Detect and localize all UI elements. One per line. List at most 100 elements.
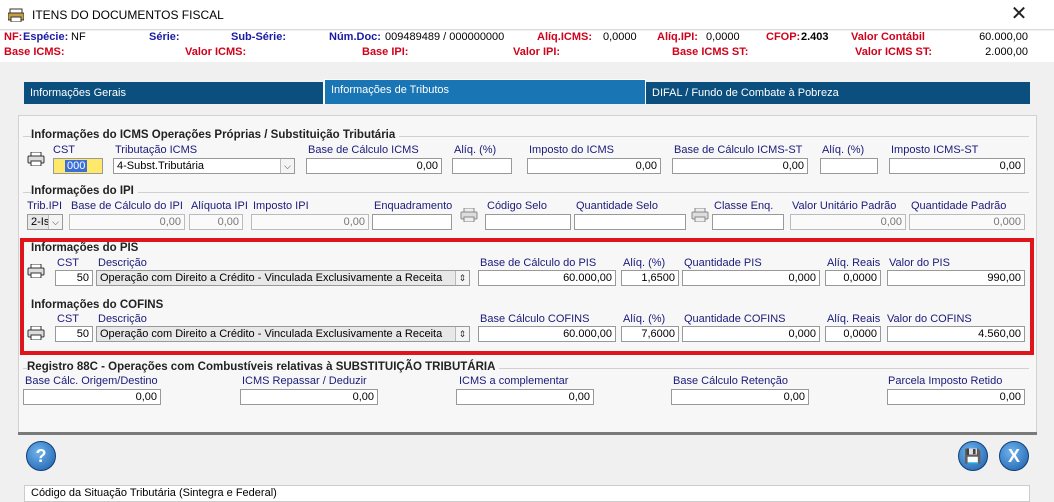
icms-base-st-field[interactable]: 0,00 [672,158,808,174]
tab-difal[interactable]: DIFAL / Fundo de Combate à Pobreza [652,87,839,99]
tab-informacoes-tributos[interactable]: Informações de Tributos [324,79,646,104]
ipi-group-title: Informações do IPI [31,185,138,197]
aliq-ipi-label: Alíq.IPI: [657,31,698,43]
cofins-aliqr-field[interactable]: 0,0000 [825,326,881,342]
aliq-icms-value: 0,0000 [603,31,637,43]
icms-group-title: Informações do ICMS Operações Próprias /… [31,129,400,141]
reg88-parcela-field[interactable]: 0,00 [887,389,1025,405]
pis-cst-field[interactable]: 50 [55,270,93,286]
numdoc-label: Núm.Doc: [329,31,381,43]
exit-button[interactable]: X [999,441,1029,471]
valor-contabil-value: 60.000,00 [979,31,1028,43]
ipi-base-label: Base de Cálculo do IPI [71,200,183,212]
reg88-base-ret-field[interactable]: 0,00 [671,389,809,405]
icms-trib-select[interactable]: 4-Subst.Tributária ⌵ [113,158,295,174]
save-icon: 💾 [964,448,982,464]
ipi-imposto-field[interactable]: 0,00 [251,214,369,230]
cofins-qtd-field[interactable]: 0,000 [682,326,820,342]
icms-cst-label: CST [53,144,75,156]
cofins-aliq-field[interactable]: 7,6000 [621,326,679,342]
numdoc-value: 009489489 / 000000000 [385,31,505,43]
ipi-qtdselo-label: Quantidade Selo [576,200,658,212]
header-row-2: Base ICMS: Valor ICMS: Base IPI: Valor I… [0,46,1054,62]
printer-icon[interactable] [27,326,45,340]
base-icms-label: Base ICMS: [4,46,65,58]
chevron-down-icon: ⌵ [48,215,62,229]
valor-icms-label: Valor ICMS: [185,46,247,58]
pis-aliqr-label: Alíq. Reais [827,257,881,269]
cofins-cst-label: CST [57,313,79,325]
cofins-qtd-label: Quantidade COFINS [684,313,786,325]
base-icms-st-label: Base ICMS ST: [672,46,749,58]
printer-icon[interactable] [460,208,478,222]
pis-valor-field[interactable]: 990,00 [887,270,1025,286]
icms-cst-field[interactable]: 000 [53,158,103,174]
pis-base-field[interactable]: 60.000,00 [478,270,616,286]
ipi-base-field[interactable]: 0,00 [69,214,185,230]
icms-base-field[interactable]: 0,00 [306,158,442,174]
icms-aliq-st-field[interactable] [820,158,878,174]
printer-icon[interactable] [691,208,709,222]
cofins-base-label: Base Cálculo COFINS [480,313,590,325]
reg88-base-orig-label: Base Cálc. Origem/Destino [25,375,158,387]
ipi-classe-label: Classe Enq. [714,200,774,212]
icms-imposto-st-field[interactable]: 0,00 [889,158,1025,174]
reg88-base-orig-field[interactable]: 0,00 [23,389,161,405]
highlight-box [20,238,1034,355]
ipi-trib-label: Trib.IPI [27,200,63,212]
icms-aliq-field[interactable] [452,158,512,174]
icms-group [23,136,1029,176]
ipi-aliq-field[interactable]: 0,00 [189,214,243,230]
subserie-label: Sub-Série: [231,31,287,43]
valor-icms-st-value: 2.000,00 [985,46,1028,58]
ipi-codselo-field[interactable] [485,214,571,230]
ipi-qtdselo-field[interactable] [574,214,686,230]
reg88-icms-rep-field[interactable]: 0,00 [240,389,378,405]
ipi-enq-field[interactable] [372,214,452,230]
icms-base-st-label: Base de Cálculo ICMS-ST [674,144,803,156]
pis-desc-select[interactable]: Operação com Direito a Crédito - Vincula… [96,270,470,286]
pis-qtd-field[interactable]: 0,000 [682,270,820,286]
cofins-valor-field[interactable]: 4.560,00 [887,326,1025,342]
pis-valor-label: Valor do PIS [889,257,950,269]
icms-base-label: Base de Cálculo ICMS [308,144,419,156]
ipi-qtdpad-field[interactable]: 0,000 [909,214,1025,230]
pis-qtd-label: Quantidade PIS [684,257,762,269]
nf-label: NF: [4,31,23,43]
printer-icon[interactable] [27,152,45,166]
reg88-group-title: Registro 88C - Operações com Combustívei… [27,361,500,373]
close-icon[interactable]: ✕ [1010,3,1028,25]
cofins-aliqr-label: Alíq. Reais [827,313,881,325]
cofins-base-field[interactable]: 60.000,00 [478,326,616,342]
cofins-cst-field[interactable]: 50 [55,326,93,342]
valor-ipi-label: Valor IPI: [513,46,561,58]
reg88-icms-comp-field[interactable]: 0,00 [456,389,594,405]
ipi-vunit-field[interactable]: 0,00 [790,214,906,230]
cfop-value: 2.403 [801,31,829,43]
pis-aliqr-field[interactable]: 0,0000 [825,270,881,286]
updown-icon: ⇕ [455,271,469,285]
printer-icon[interactable] [27,264,45,278]
help-button[interactable]: ? [26,441,56,471]
save-button[interactable]: 💾 [958,441,988,471]
tab-informacoes-gerais[interactable]: Informações Gerais [24,82,324,104]
pis-base-label: Base de Cálculo do PIS [480,257,597,269]
icms-imposto-field[interactable]: 0,00 [527,158,661,174]
reg88-group [23,368,1029,408]
ipi-enq-label: Enquadramento [374,200,453,212]
ipi-classe-field[interactable] [712,214,784,230]
especie-value: NF [71,31,86,43]
ipi-codselo-label: Código Selo [487,200,547,212]
cofins-desc-select[interactable]: Operação com Direito a Crédito - Vincula… [96,326,470,342]
cofins-desc-label: Descrição [98,313,147,325]
ipi-aliq-label: Alíquota IPI [191,200,248,212]
ipi-trib-select[interactable]: 2-Is ⌵ [27,214,63,230]
pis-aliq-field[interactable]: 1,6500 [621,270,679,286]
aliq-ipi-value: 0,0000 [706,31,740,43]
reg88-parcela-label: Parcela Imposto Retido [888,375,1003,387]
status-bar: Código da Situação Tributária (Sintegra … [24,485,1030,502]
reg88-icms-rep-label: ICMS Repassar / Deduzir [242,375,367,387]
tributos-panel: Informações do ICMS Operações Próprias /… [18,115,1037,433]
icms-aliq-label: Alíq. (%) [454,144,497,156]
updown-icon: ⇕ [455,327,469,341]
